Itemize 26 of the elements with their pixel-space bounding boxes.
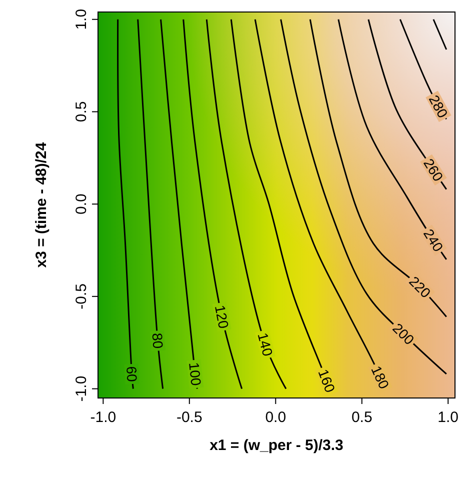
x-axis-title: x1 = (w_per - 5)/3.3 [210,437,344,454]
y-tick-label: 0.5 [73,101,90,122]
x-tick-label: 1.0 [438,409,459,426]
series-label: 240 [420,226,447,255]
series-label: 60 [123,366,140,382]
line-series [368,18,448,190]
line-series [338,18,448,260]
x-tick-label: -0.5 [176,409,202,426]
series-label: 280 [426,92,452,121]
line-series [206,18,287,390]
y-tick-label: -0.5 [73,283,90,310]
line-series [309,18,448,318]
y-tick-label: -1.0 [73,376,90,402]
series-label: 220 [406,273,434,301]
y-tick-label: 0.0 [73,194,90,215]
y-axis-title: x3 = (time - 48)/24 [33,142,50,268]
series-label: 260 [420,156,447,184]
series-label: 200 [390,320,418,348]
x-tick-label: 0.5 [351,409,372,426]
line-series [182,18,243,390]
y-tick-label: 1.0 [73,8,90,30]
x-tick-label: 0.0 [265,409,286,426]
series-label: 80 [149,332,166,350]
x-tick-label: -1.0 [90,409,116,426]
series-label: 160 [315,367,338,395]
series-label: 180 [368,363,392,392]
